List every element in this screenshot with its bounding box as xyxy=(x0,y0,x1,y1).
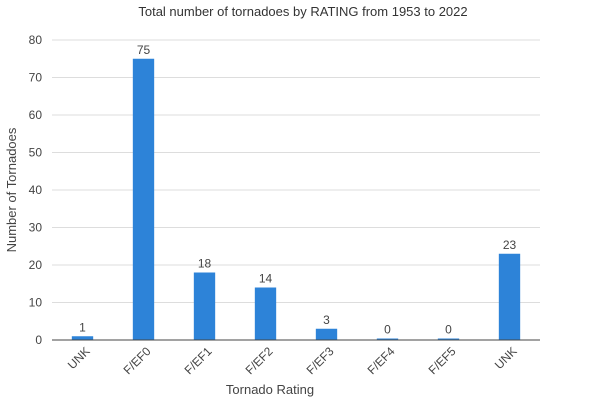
x-tick-label: UNK xyxy=(492,344,520,372)
x-tick-label: F/EF1 xyxy=(182,344,215,377)
x-tick-label: F/EF3 xyxy=(304,344,337,377)
y-tick-label: 0 xyxy=(35,333,42,347)
y-tick-label: 50 xyxy=(29,146,43,160)
bar xyxy=(315,328,338,340)
data-label: 18 xyxy=(198,257,212,271)
data-label: 23 xyxy=(503,238,517,252)
gridlines xyxy=(52,39,540,303)
data-label: 75 xyxy=(137,43,151,57)
bar xyxy=(376,338,399,340)
x-axis-ticks: UNK F/EF0 F/EF1 F/EF2 F/EF3 F/EF4 F/EF5 UNK xyxy=(65,344,520,377)
y-tick-label: 30 xyxy=(29,221,43,235)
x-tick-label: F/EF0 xyxy=(121,344,154,377)
data-label: 0 xyxy=(445,323,452,337)
y-axis-title: Number of Tornadoes xyxy=(4,127,19,252)
bar xyxy=(437,338,460,340)
bar xyxy=(193,272,216,340)
bar xyxy=(498,253,521,340)
y-tick-label: 20 xyxy=(29,258,43,272)
data-label: 1 xyxy=(79,320,86,334)
y-tick-label: 80 xyxy=(29,33,43,47)
y-tick-label: 60 xyxy=(29,108,43,122)
data-label: 3 xyxy=(323,313,330,327)
x-tick-label: F/EF5 xyxy=(426,344,459,377)
x-axis-title: Tornado Rating xyxy=(226,382,314,397)
bar xyxy=(254,287,277,340)
data-label: 14 xyxy=(259,272,273,286)
bars xyxy=(71,58,521,340)
y-tick-label: 40 xyxy=(29,183,43,197)
bar xyxy=(71,336,94,340)
x-tick-label: F/EF2 xyxy=(243,344,276,377)
data-label: 0 xyxy=(384,323,391,337)
x-tick-label: F/EF4 xyxy=(365,344,398,377)
chart-title: Total number of tornadoes by RATING from… xyxy=(138,4,467,19)
bar xyxy=(132,58,155,340)
data-labels: 1 75 18 14 3 0 0 23 xyxy=(79,43,516,337)
x-tick-label: UNK xyxy=(65,344,93,372)
y-tick-label: 70 xyxy=(29,71,43,85)
y-tick-label: 10 xyxy=(29,296,43,310)
y-axis-ticks: 0 10 20 30 40 50 60 70 80 xyxy=(29,33,43,347)
